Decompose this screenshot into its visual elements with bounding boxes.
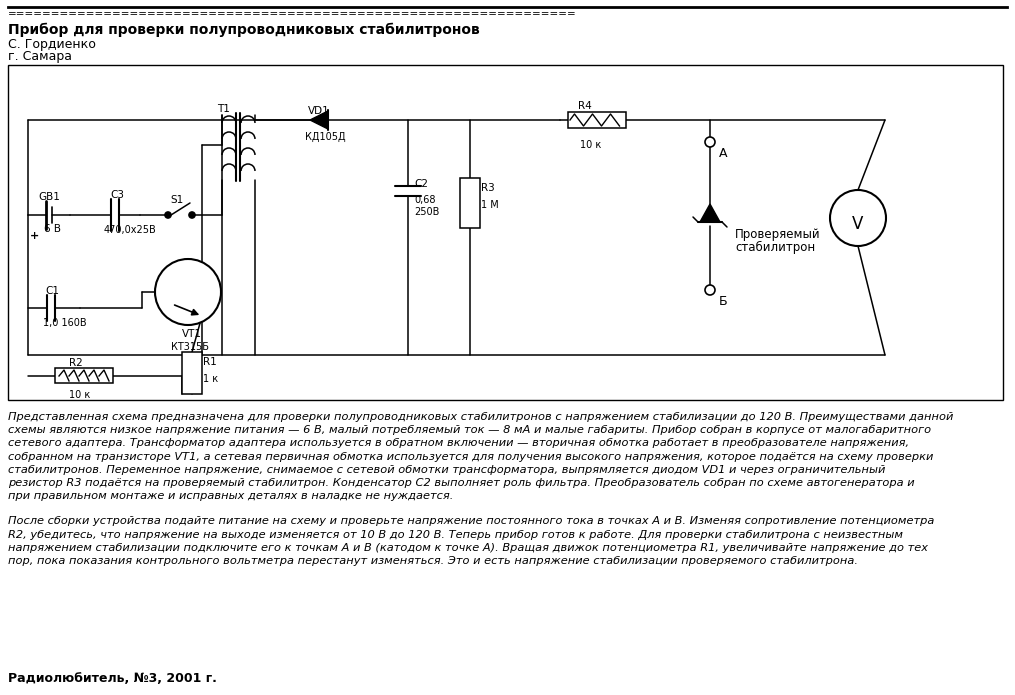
Text: C1: C1 — [45, 286, 59, 296]
Circle shape — [705, 137, 715, 147]
Bar — [568, 112, 626, 128]
Text: VD1: VD1 — [308, 106, 330, 116]
Text: пор, пока показания контрольного вольтметра перестанут изменяться. Это и есть на: пор, пока показания контрольного вольтме… — [8, 556, 858, 566]
Text: Радиолюбитель, №3, 2001 г.: Радиолюбитель, №3, 2001 г. — [8, 672, 217, 685]
Text: 470,0х25В: 470,0х25В — [104, 225, 156, 235]
Circle shape — [705, 285, 715, 295]
Circle shape — [155, 259, 221, 325]
Text: напряжением стабилизации подключите его к точкам А и В (катодом к точке А). Вращ: напряжением стабилизации подключите его … — [8, 543, 928, 553]
Text: С. Гордиенко: С. Гордиенко — [8, 38, 95, 51]
Text: 6 В: 6 В — [44, 224, 61, 234]
Text: 10 к: 10 к — [69, 390, 90, 400]
Text: 0,68: 0,68 — [414, 195, 435, 205]
Text: GB1: GB1 — [38, 192, 60, 202]
Bar — [460, 178, 480, 228]
Circle shape — [830, 190, 886, 246]
Text: стабилитрон: стабилитрон — [735, 241, 815, 254]
Text: C3: C3 — [110, 190, 124, 200]
Text: +: + — [30, 231, 40, 241]
Text: КД105Д: КД105Д — [304, 132, 346, 142]
Text: 1 к: 1 к — [203, 374, 218, 384]
Text: Прибор для проверки полупроводниковых стабилитронов: Прибор для проверки полупроводниковых ст… — [8, 23, 480, 38]
Text: 1 М: 1 М — [481, 200, 498, 210]
Circle shape — [189, 212, 195, 218]
Text: схемы являются низкое напряжение питания — 6 В, малый потребляемый ток — 8 мА и : схемы являются низкое напряжение питания… — [8, 425, 931, 435]
Text: 10 к: 10 к — [580, 140, 601, 150]
Bar — [182, 352, 202, 394]
Text: После сборки устройства подайте питание на схему и проверьте напряжение постоянн: После сборки устройства подайте питание … — [8, 516, 935, 526]
Circle shape — [165, 212, 171, 218]
Text: Б: Б — [719, 295, 728, 308]
Bar — [8, 65, 1003, 400]
Text: КТ315Б: КТ315Б — [171, 342, 209, 352]
Bar — [55, 368, 113, 383]
Text: 250В: 250В — [414, 207, 439, 217]
Text: V: V — [853, 215, 864, 233]
Text: сетевого адаптера. Трансформатор адаптера используется в обратном включении — вт: сетевого адаптера. Трансформатор адаптер… — [8, 439, 909, 448]
Text: А: А — [719, 147, 728, 160]
Text: собранном на транзисторе VT1, а сетевая первичная обмотка используется для получ: собранном на транзисторе VT1, а сетевая … — [8, 452, 934, 461]
Text: T1: T1 — [217, 104, 229, 114]
Text: =================================================================: ========================================… — [8, 9, 577, 19]
Text: Проверяемый: Проверяемый — [735, 228, 820, 241]
Text: R4: R4 — [578, 101, 592, 111]
Text: VT1: VT1 — [182, 329, 202, 339]
Text: S1: S1 — [170, 195, 184, 205]
Text: R2, убедитесь, что напряжение на выходе изменяется от 10 В до 120 В. Теперь приб: R2, убедитесь, что напряжение на выходе … — [8, 530, 903, 539]
Text: Представленная схема предназначена для проверки полупроводниковых стабилитронов : Представленная схема предназначена для п… — [8, 412, 953, 422]
Polygon shape — [700, 204, 720, 222]
Text: при правильном монтаже и исправных деталях в наладке не нуждается.: при правильном монтаже и исправных детал… — [8, 491, 454, 501]
Text: 1,0 160В: 1,0 160В — [43, 318, 86, 328]
Text: стабилитронов. Переменное напряжение, снимаемое с сетевой обмотки трансформатора: стабилитронов. Переменное напряжение, сн… — [8, 465, 885, 475]
Text: R2: R2 — [69, 358, 83, 368]
Text: C2: C2 — [414, 179, 428, 189]
Text: R3: R3 — [481, 183, 494, 193]
Text: г. Самара: г. Самара — [8, 50, 72, 63]
Polygon shape — [310, 111, 328, 129]
Text: R1: R1 — [203, 357, 217, 367]
Text: резистор R3 подаётся на проверяемый стабилитрон. Конденсатор С2 выполняет роль ф: резистор R3 подаётся на проверяемый стаб… — [8, 478, 915, 488]
